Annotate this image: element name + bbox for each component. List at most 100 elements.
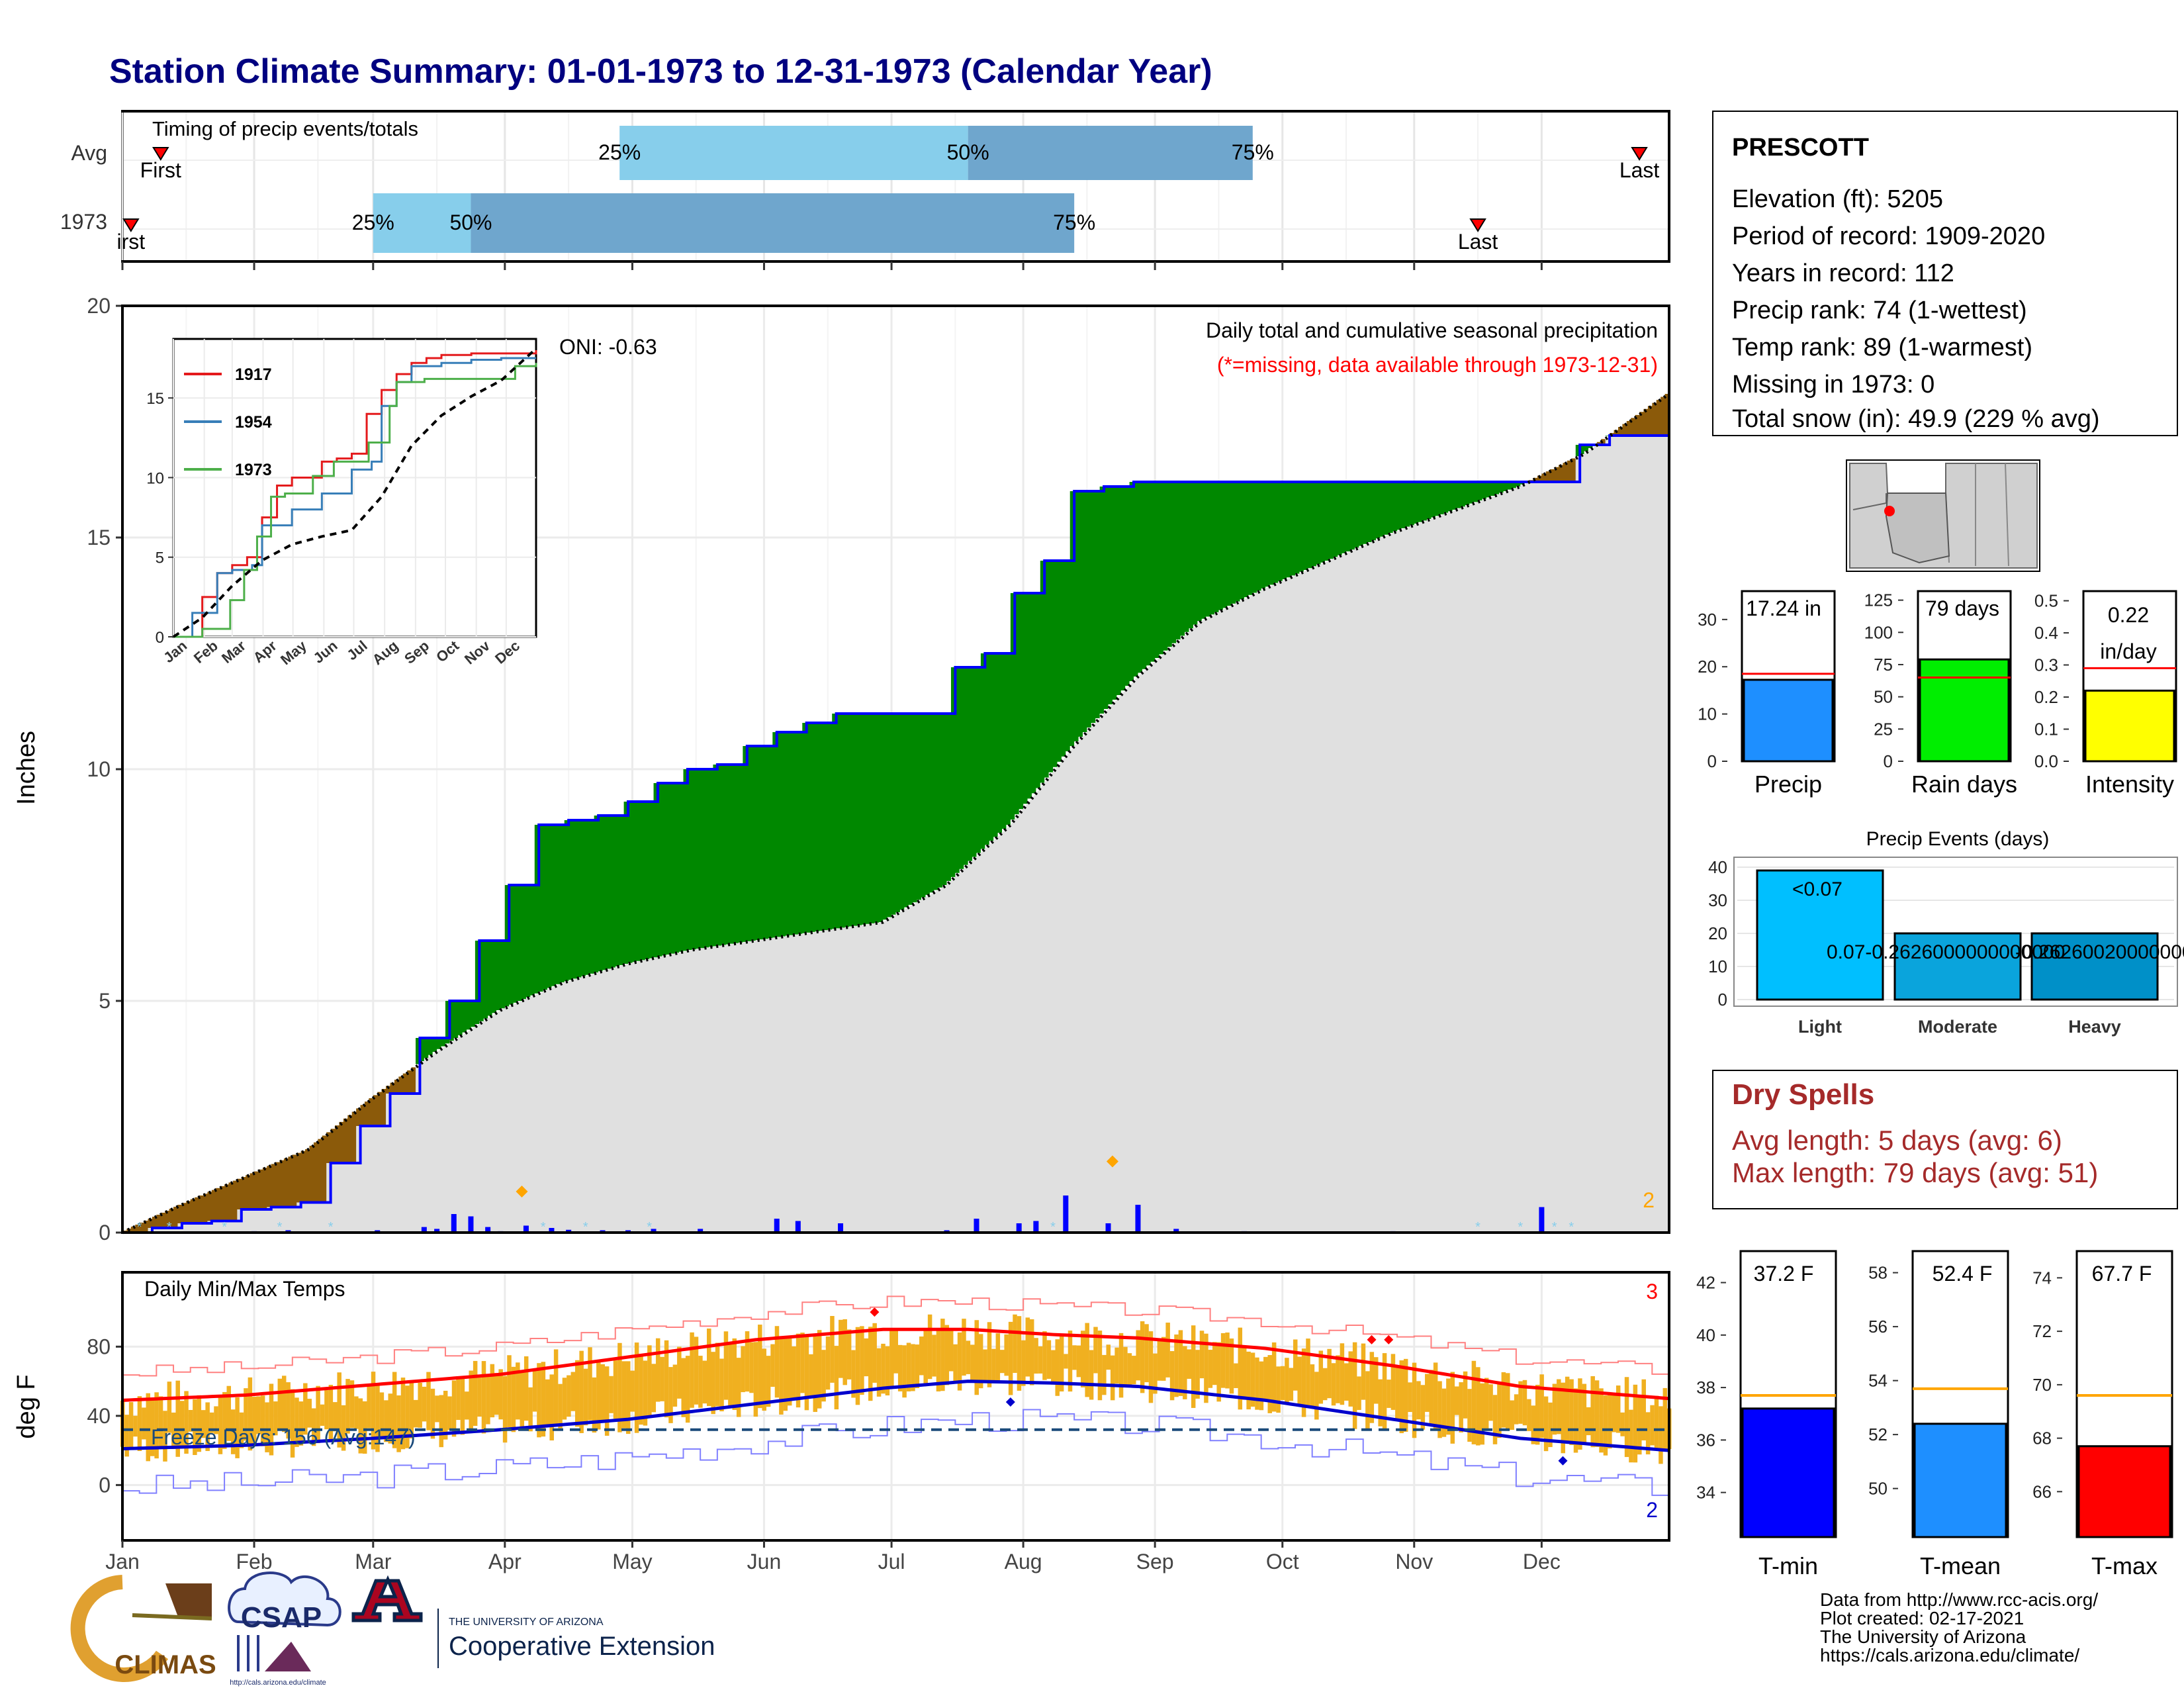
mini-chart-bar	[1743, 679, 1834, 763]
daily-temp-bar	[1543, 1396, 1549, 1452]
daily-temp-bar	[137, 1396, 142, 1451]
daily-temp-bar	[384, 1400, 388, 1442]
daily-temp-bar	[1578, 1378, 1582, 1450]
daily-temp-bar	[150, 1399, 155, 1456]
daily-temp-bar	[1161, 1336, 1166, 1381]
dry-spells-title: Dry Spells	[1732, 1078, 1874, 1111]
temp-chart-tick-label: 40	[1696, 1325, 1715, 1345]
daily-temp-bar	[936, 1331, 941, 1391]
daily-temp-bar	[188, 1409, 193, 1432]
temp-count-top: 3	[1646, 1280, 1658, 1303]
daily-temp-bar	[1582, 1383, 1587, 1442]
trace-precip-mark: *	[222, 1220, 227, 1235]
dry-spells-box: Dry Spells Avg length: 5 days (avg: 6) M…	[1712, 1070, 2178, 1209]
daily-temp-bar	[719, 1358, 724, 1412]
daily-temp-bar	[1064, 1354, 1068, 1369]
daily-temp-bar	[893, 1328, 898, 1374]
daily-temp-bar	[133, 1415, 138, 1437]
daily-temp-bar	[1390, 1354, 1396, 1410]
daily-temp-bar	[154, 1392, 159, 1459]
daily-temp-bar	[388, 1393, 392, 1444]
daily-temp-bar	[1378, 1379, 1383, 1427]
daily-temp-bar	[201, 1410, 206, 1438]
daily-temp-bar	[741, 1346, 745, 1393]
credit-data: Data from http://www.rcc-acis.org/	[1820, 1589, 2098, 1610]
daily-temp-bar	[1314, 1372, 1319, 1420]
month-axis-label: May	[612, 1550, 652, 1573]
timing-marker	[152, 147, 169, 161]
month-axis-label: Jun	[747, 1550, 782, 1573]
events-tick-label: 0	[1718, 990, 1727, 1009]
daily-temp-bar	[163, 1411, 167, 1462]
daily-temp-bar	[349, 1380, 355, 1429]
temp-y-tick-label: 0	[99, 1473, 111, 1497]
climas-text: CLIMAS	[114, 1650, 216, 1679]
daily-temp-bar	[1527, 1399, 1531, 1431]
daily-temp-bar	[1148, 1331, 1154, 1403]
daily-temp-bar	[226, 1385, 232, 1441]
record-min-line	[122, 1409, 1670, 1498]
daily-temp-bar	[621, 1361, 627, 1429]
daily-temp-bar	[940, 1319, 945, 1391]
daily-temp-bar	[813, 1336, 818, 1412]
timing-marker-label: irst	[117, 230, 146, 254]
timing-panel: 25% 50% 75% First Last 25% 50% 75% irst Last Timi…	[60, 110, 1670, 263]
intensity-bar-value: 0.22	[2108, 603, 2149, 627]
daily-temp-bar	[498, 1369, 503, 1420]
daily-temp-bar	[1471, 1360, 1477, 1444]
daily-temp-bar	[728, 1342, 733, 1407]
daily-precip-marker	[1106, 1155, 1118, 1168]
temp-chart-tick-label: 36	[1696, 1430, 1715, 1450]
temp-chart-tick-label: 70	[2032, 1375, 2052, 1395]
temp-chart-bar	[1913, 1423, 2007, 1538]
daily-temp-bar	[1008, 1321, 1013, 1395]
timing-marker-label: First	[140, 158, 181, 182]
daily-temp-bar	[1199, 1331, 1205, 1379]
events-category-label: Heavy	[2068, 1017, 2121, 1037]
daily-temp-bar	[889, 1329, 894, 1387]
daily-temp-bar	[265, 1402, 269, 1452]
daily-temp-bar	[354, 1396, 359, 1429]
mini-chart-tick-label: 0	[1884, 751, 1893, 771]
timing-bar-50-75	[968, 126, 1253, 180]
daily-temp-bar	[1476, 1367, 1480, 1446]
daily-temp-bar	[1557, 1379, 1561, 1434]
daily-temp-bar	[630, 1370, 635, 1412]
csap-text: CSAP	[241, 1601, 322, 1634]
precip-ylabel: Inches	[13, 731, 40, 805]
timing-row-avg-label: Avg	[71, 141, 107, 165]
daily-temp-bar	[825, 1336, 831, 1390]
daily-temp-bar	[1250, 1352, 1255, 1407]
daily-temp-bar	[1454, 1386, 1459, 1415]
daily-temp-bar	[723, 1331, 729, 1400]
daily-temp-bar	[422, 1386, 427, 1422]
daily-temp-bar	[1641, 1379, 1646, 1440]
daily-temp-bar	[537, 1363, 541, 1438]
daily-precip-bar	[774, 1219, 780, 1233]
daily-temp-bar	[1650, 1405, 1655, 1446]
timing-pct-label: 75%	[1053, 211, 1095, 234]
daily-temp-bar	[1187, 1349, 1192, 1379]
daily-temp-bar	[672, 1364, 678, 1407]
daily-precip-bar	[698, 1229, 704, 1233]
mini-chart-tick-label: 50	[1874, 687, 1893, 707]
daily-temp-bar	[957, 1332, 962, 1391]
daily-temp-bar	[426, 1372, 431, 1430]
trace-precip-mark: *	[583, 1220, 588, 1235]
daily-temp-bar	[923, 1331, 928, 1385]
inset-y-tick-label: 5	[156, 549, 164, 567]
daily-temp-bar	[1352, 1342, 1357, 1429]
page-title: Station Climate Summary: 01-01-1973 to 1…	[109, 52, 1212, 91]
daily-temp-bar	[320, 1404, 325, 1426]
daily-temp-bar	[821, 1350, 826, 1402]
daily-temp-bar	[839, 1319, 843, 1378]
daily-temp-bar	[804, 1336, 809, 1411]
daily-temp-bar	[1102, 1354, 1107, 1395]
daily-temp-bar	[1659, 1406, 1663, 1464]
daily-temp-bar	[197, 1395, 202, 1452]
daily-temp-bar	[1055, 1339, 1060, 1396]
daily-temp-bar	[800, 1333, 805, 1393]
trace-precip-mark: *	[1569, 1220, 1574, 1235]
daily-temp-bar	[681, 1358, 686, 1417]
